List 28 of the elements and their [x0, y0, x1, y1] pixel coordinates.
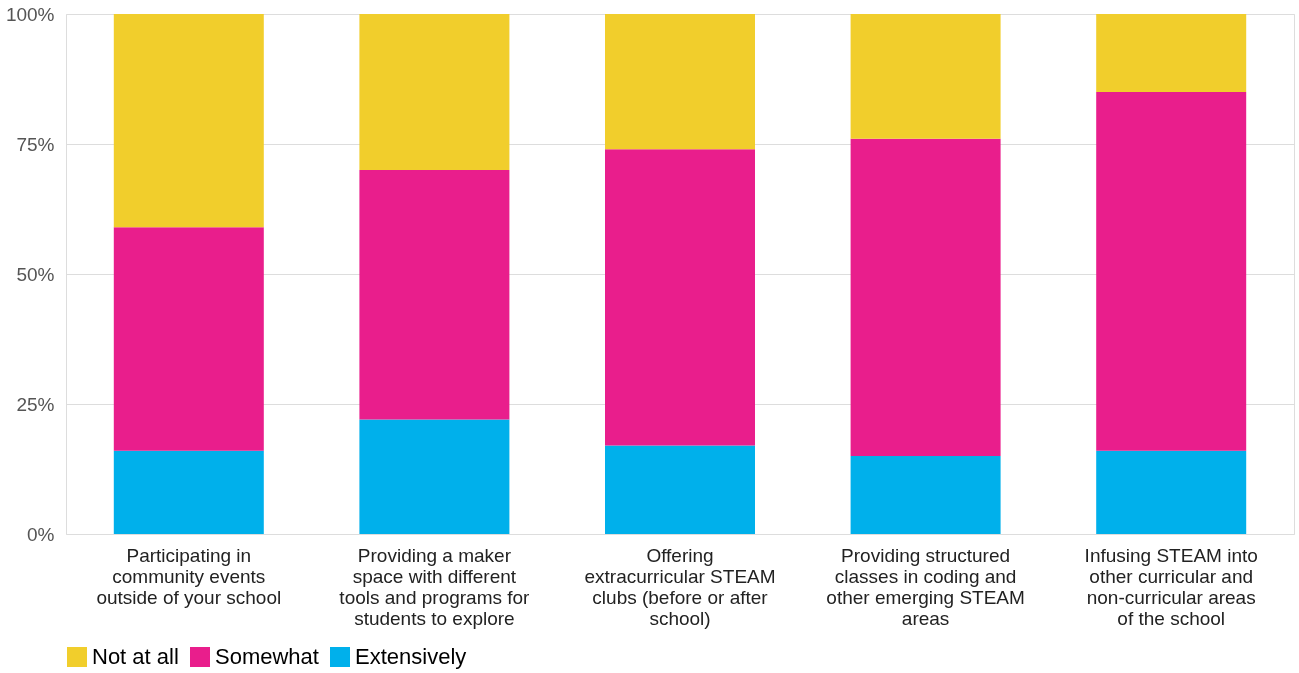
bar	[359, 170, 510, 420]
x-tick-label: Participating in community events outside of your school	[96, 544, 282, 608]
bar	[113, 227, 264, 451]
x-tick-label: Providing a maker space with different tools and programs for students to explore	[339, 544, 531, 629]
bar	[605, 14, 755, 150]
legend-label: Not at all	[92, 644, 179, 669]
bar	[1096, 14, 1247, 92]
bar	[850, 14, 1001, 139]
bar	[605, 445, 755, 534]
bar	[359, 419, 510, 534]
bar	[113, 450, 264, 534]
bar	[850, 456, 1001, 534]
legend-label: Somewhat	[215, 644, 319, 669]
y-tick-label: 75%	[16, 133, 55, 155]
y-tick-label: 25%	[16, 393, 55, 415]
bar	[850, 138, 1001, 456]
bar	[1096, 450, 1247, 534]
bar	[359, 14, 510, 170]
y-tick-label: 50%	[16, 263, 55, 285]
bar	[605, 149, 755, 446]
y-tick-label: 0%	[27, 523, 55, 545]
y-tick-label: 100%	[5, 3, 55, 25]
legend-label: Extensively	[355, 644, 467, 669]
x-tick-label: Infusing STEAM into other curricular and non-curricular areas of the school	[1084, 544, 1258, 629]
bar	[1096, 92, 1247, 451]
x-tick-label: Providing structured classes in coding and other emerging STEAM areas	[826, 544, 1025, 629]
bar	[113, 14, 264, 228]
x-tick-label: Offering extracurricular STEAM clubs (before or after school)	[584, 544, 776, 629]
